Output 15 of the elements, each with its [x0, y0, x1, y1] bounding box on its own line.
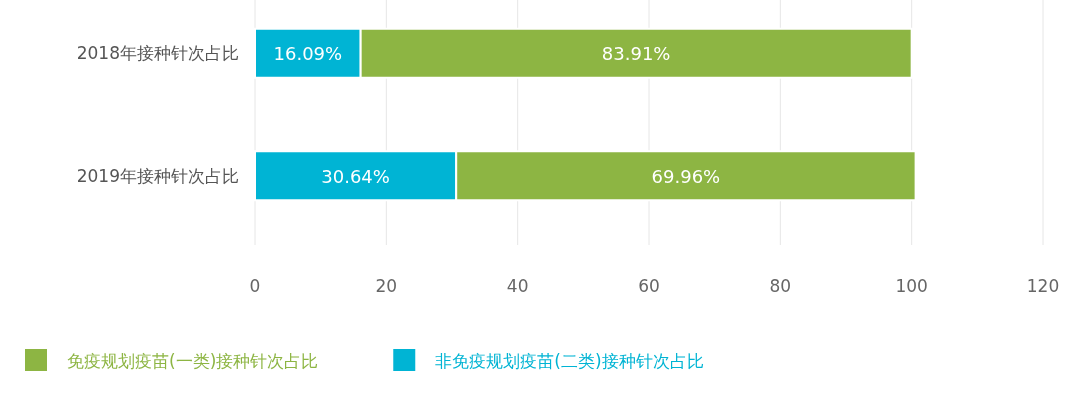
x-tick-label: 20	[375, 276, 398, 296]
x-tick-label: 0	[249, 276, 261, 296]
x-tick-label: 60	[638, 276, 660, 296]
data-label: 83.91%	[601, 43, 671, 65]
x-tick-label: 40	[506, 276, 529, 296]
x-tick-label: 120	[1026, 276, 1060, 296]
data-label: 69.96%	[651, 165, 721, 187]
data-label: 30.64%	[321, 165, 390, 187]
y-tick-label: 2018年接种针次占比	[76, 43, 239, 64]
x-tick-label: 100	[895, 276, 928, 296]
legend-label: 免疫规划疫苗(一类)接种针次占比	[67, 351, 319, 371]
legend-label: 非免疫规划疫苗(二类)接种针次占比	[435, 351, 704, 371]
x-tick-label: 80	[769, 276, 792, 296]
y-tick-label: 2019年接种针次占比	[76, 165, 239, 186]
data-label: 16.09%	[273, 43, 343, 65]
